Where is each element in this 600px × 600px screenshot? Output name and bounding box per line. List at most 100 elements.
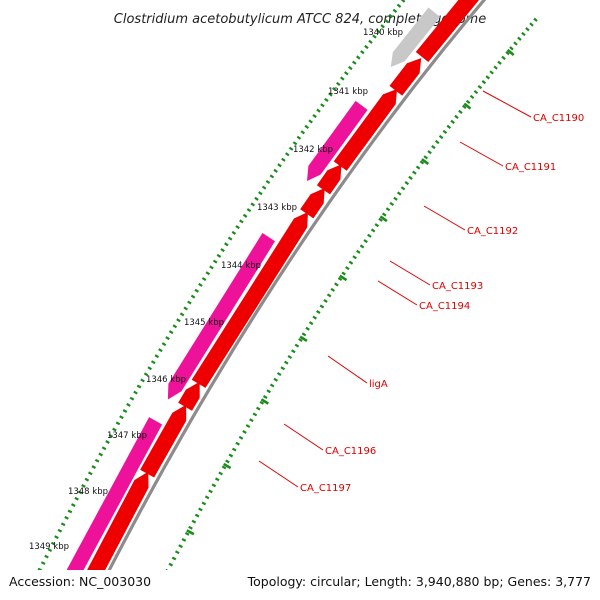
outer-tick: [168, 562, 174, 567]
inner-tick: [332, 87, 337, 92]
outer-tick: [201, 501, 207, 506]
inner-tick: [50, 541, 56, 546]
outer-tick: [389, 201, 395, 207]
outer-tick: [198, 507, 203, 512]
inner-tick: [147, 366, 152, 371]
inner-tick: [67, 509, 73, 514]
outer-tick: [473, 89, 479, 95]
inner-tick: [190, 294, 196, 299]
inner-tick: [340, 76, 345, 81]
major-tick: [222, 462, 232, 470]
outer-tick: [308, 321, 314, 326]
inner-tick: [352, 60, 357, 65]
outer-tick: [529, 22, 534, 27]
inner-tick: [176, 318, 181, 323]
inner-tick: [154, 354, 160, 359]
outer-tick: [301, 332, 307, 337]
inner-tick: [179, 312, 185, 317]
inner-tick: [376, 29, 381, 34]
gene-labels: CA_C1190 CA_C1191 CA_C1192 CA_C1193 CA_C…: [300, 113, 584, 494]
inner-tick: [150, 360, 156, 365]
outer-tick: [393, 196, 398, 201]
outer-tick: [218, 471, 223, 476]
inner-tick: [348, 65, 353, 71]
major-tick: [260, 398, 269, 405]
inner-tick: [60, 522, 66, 527]
backbone-line: [92, 0, 487, 600]
inner-tick: [172, 324, 178, 329]
inner-tick: [122, 409, 128, 413]
outer-tick: [194, 513, 200, 518]
inner-tick: [40, 561, 46, 565]
gene-ca-c1194-arrow: [300, 188, 325, 219]
inner-tick: [372, 34, 377, 39]
outer-tick: [521, 31, 526, 37]
outer-tick: [221, 465, 227, 470]
outer-tick: [184, 531, 190, 536]
inner-tick: [380, 24, 385, 29]
leader-line: [423, 205, 466, 231]
outer-tick: [493, 65, 498, 70]
outer-tick: [204, 495, 210, 500]
inner-tick: [269, 174, 275, 179]
inner-tick: [368, 39, 373, 44]
outer-tick: [337, 276, 343, 282]
footer-band: [0, 570, 600, 600]
tick-label-1346: 1346 kbp: [146, 375, 186, 385]
gene-ca-c1192-rev-arrow: [307, 100, 368, 181]
outer-tick: [412, 170, 417, 175]
outer-tick: [341, 271, 346, 276]
outer-tick: [423, 155, 429, 160]
gene-ca-c1192-arrow: [389, 58, 422, 96]
inner-tick: [344, 71, 349, 76]
outer-tick: [442, 129, 448, 134]
outer-tick: [174, 550, 180, 555]
inner-tick: [235, 225, 240, 230]
outer-tick: [454, 114, 459, 119]
outer-tick: [481, 80, 487, 85]
gene-ca-c1191-arrow: [415, 0, 479, 62]
tick-label-1349: 1349 kbp: [29, 542, 69, 552]
gene-ca-c1193-arrow: [333, 89, 398, 171]
outer-tick: [323, 298, 328, 303]
inner-tick: [288, 146, 294, 151]
outer-tick: [280, 366, 286, 371]
inner-tick: [227, 236, 233, 241]
outer-tick: [400, 186, 406, 191]
inner-tick: [239, 219, 244, 224]
inner-tick: [224, 242, 229, 247]
inner-tick: [273, 168, 278, 173]
inner-tick: [57, 528, 63, 533]
outer-tick: [330, 287, 336, 292]
outer-tick: [385, 207, 391, 212]
outer-tick: [485, 75, 490, 80]
inner-tick: [183, 306, 188, 311]
inner-tick: [108, 433, 114, 438]
tick-label-1343: 1343 kbp: [257, 203, 297, 213]
outer-tick: [181, 538, 187, 542]
gene-label-ca-c1197: CA_C1197: [300, 483, 351, 494]
outer-tick: [374, 223, 380, 228]
inner-tick: [140, 378, 145, 383]
outer-tick: [294, 343, 300, 348]
inner-tick: [70, 503, 76, 507]
outer-tick: [171, 556, 177, 561]
inner-tick: [304, 124, 310, 129]
outer-tick: [438, 134, 444, 140]
outer-tick: [509, 46, 514, 51]
inner-tick: [101, 446, 107, 451]
inner-tick: [115, 421, 121, 426]
inner-tick: [81, 484, 86, 488]
gene-ca-c1190-arrow: [390, 7, 441, 67]
inner-tick: [129, 396, 135, 401]
inner-tick: [388, 13, 394, 19]
outer-tick: [334, 282, 339, 287]
inner-tick: [277, 163, 282, 168]
tick-label-1347: 1347 kbp: [107, 431, 147, 441]
major-tick: [299, 335, 308, 343]
major-tick: [463, 102, 472, 110]
inner-tick: [136, 384, 142, 389]
inner-tick: [74, 496, 79, 501]
outer-tick: [477, 85, 483, 90]
inner-tick: [360, 50, 365, 55]
